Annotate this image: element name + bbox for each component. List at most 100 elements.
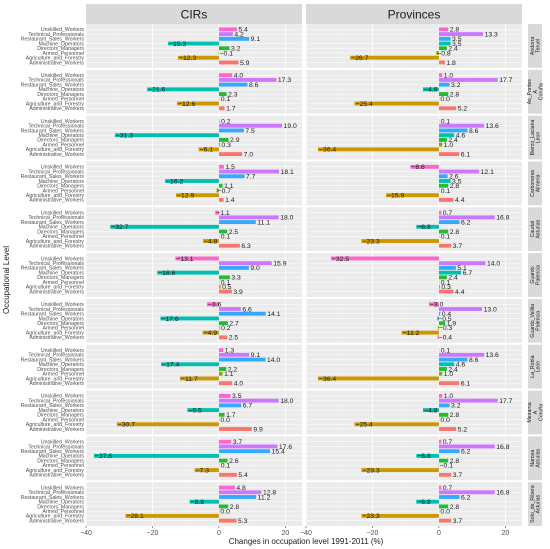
bar (218, 348, 224, 353)
category-label: Directors_Managers (37, 275, 84, 281)
value-label: −6.8 (417, 224, 431, 231)
category-label: Administrative_Workers (29, 381, 84, 387)
category-label: Restaurant_Sales_Workers (21, 357, 85, 363)
bar (218, 381, 233, 386)
bar (386, 193, 439, 198)
value-label: 0.0 (440, 508, 450, 515)
category-label: Agriculture_and_Forestry (26, 330, 85, 336)
value-label: 4.2 (234, 31, 244, 38)
value-label: 0.1 (441, 188, 451, 195)
bar (187, 408, 219, 413)
value-label: 6.2 (461, 219, 471, 226)
region-label: Asturias (536, 449, 542, 468)
bar (218, 289, 232, 294)
region-label: Almería (536, 174, 542, 192)
bar (218, 444, 278, 449)
value-label: 4.8 (236, 485, 246, 492)
bar (438, 504, 449, 509)
bar (218, 398, 279, 403)
bar (438, 142, 443, 147)
region-label-group: La_Robla León (530, 355, 542, 377)
value-label: 1.1 (224, 183, 234, 190)
bar (438, 179, 451, 183)
value-label: −0.4 (439, 335, 453, 342)
category-label: Armed_Personnel (42, 51, 84, 57)
region-label-group: As_Pontes A Coruña (527, 79, 544, 104)
value-label: 18.0 (280, 215, 293, 222)
bar (438, 490, 495, 495)
value-label: −3.0 (430, 302, 444, 309)
region-label: As_Pontes (527, 79, 533, 104)
region-strip (528, 436, 542, 481)
panel-background (306, 24, 522, 68)
value-label: 1.0 (444, 72, 454, 79)
bar (218, 243, 240, 248)
category-label: Armed_Personnel (42, 463, 84, 469)
bar (218, 46, 230, 51)
category-label: Unskilled_Workers (41, 256, 85, 262)
bar (438, 311, 441, 316)
value-label: −1.1 (216, 210, 230, 217)
bar (422, 408, 439, 413)
bar (202, 330, 219, 335)
value-label: 1.8 (446, 60, 456, 67)
region-strip (528, 161, 542, 206)
value-label: −12.6 (178, 101, 195, 108)
plot-layer: CIRs Provinces Andorra Teruel Unskilled_Work… (21, 4, 544, 537)
category-label: Technical_Professionals (28, 353, 84, 359)
bar (218, 106, 225, 111)
value-label: 3.3 (231, 275, 241, 282)
bar (218, 229, 228, 234)
value-label: 13.6 (486, 123, 499, 130)
bar (438, 362, 455, 367)
bar (218, 27, 237, 32)
region-label: Teruel (536, 39, 542, 53)
category-label: Armed_Personnel (42, 234, 84, 240)
bar (438, 183, 449, 188)
bar (218, 449, 271, 454)
bar (438, 439, 442, 444)
value-label: 3.7 (233, 439, 243, 446)
bar (438, 485, 442, 490)
value-label: −9.5 (188, 407, 202, 414)
region-label: A (533, 410, 539, 414)
category-label: Restaurant_Sales_Workers (21, 220, 85, 226)
value-label: 1.0 (444, 371, 454, 378)
value-label: 2.2 (228, 366, 238, 373)
value-label: 11.2 (258, 494, 271, 501)
region-strip (528, 390, 542, 435)
category-label: Technical_Professionals (28, 261, 84, 267)
bar (438, 215, 495, 220)
region-label: Palencia (536, 265, 542, 285)
bar (218, 36, 250, 41)
category-label: Administrative_Workers (29, 198, 84, 204)
bar (218, 174, 245, 179)
value-label: 2.9 (230, 137, 240, 144)
region-label: Soto_de_Ribera (530, 485, 536, 523)
panel-background (306, 207, 522, 252)
bar (438, 261, 486, 266)
value-label: 5.1 (457, 265, 467, 272)
value-label: 2.5 (229, 229, 239, 236)
value-label: −7.3 (196, 467, 210, 474)
region-label: Coruña (538, 83, 544, 100)
value-label: 6.6 (242, 306, 252, 313)
region-strip (528, 253, 542, 297)
value-label: 7.0 (244, 151, 254, 158)
category-label: Directors_Managers (37, 321, 84, 327)
bar (438, 458, 449, 463)
value-label: 17.3 (278, 77, 291, 84)
bar (438, 381, 460, 386)
panel-strip (86, 4, 302, 24)
bar (218, 311, 266, 316)
value-label: −11.2 (403, 330, 420, 337)
value-label: 8.6 (249, 82, 259, 89)
value-label: 14.1 (267, 311, 280, 318)
value-label: 0.2 (221, 325, 231, 332)
category-label: Armed_Personnel (42, 188, 84, 194)
category-label: Agriculture_and_Forestry (26, 285, 85, 291)
bar (218, 152, 243, 157)
bar (438, 321, 446, 326)
value-label: 0.1 (441, 347, 451, 354)
